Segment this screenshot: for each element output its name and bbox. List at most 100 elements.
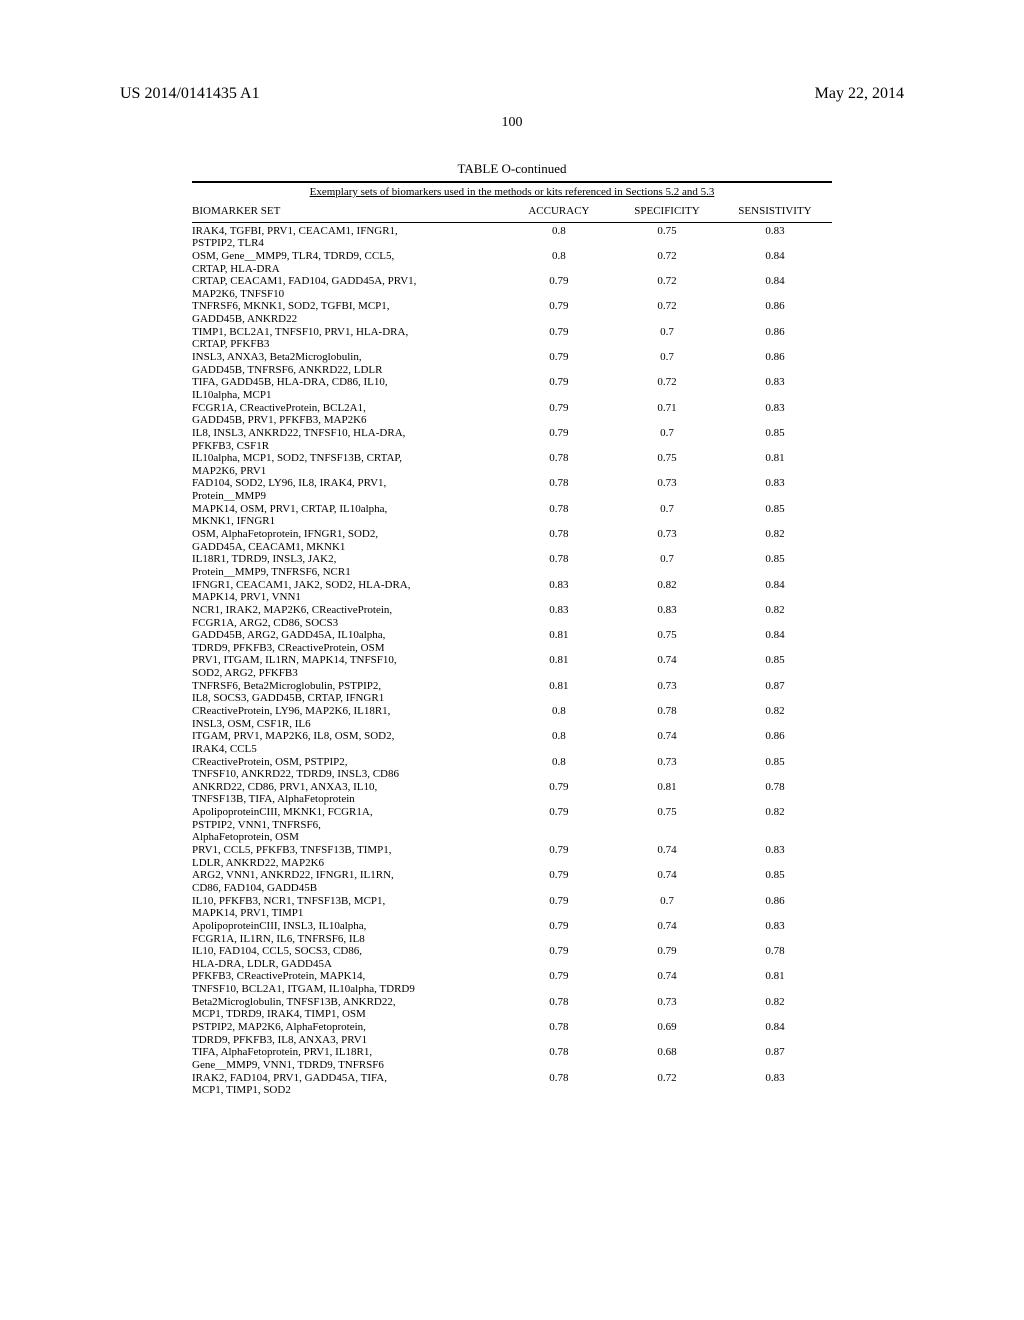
cell-sensitivity: [724, 288, 832, 301]
cell-specificity: [616, 1008, 724, 1021]
cell-specificity: 0.83: [616, 604, 724, 617]
cell-biomarker-set: PRV1, CCL5, PFKFB3, TNFSF13B, TIMP1,: [192, 844, 508, 857]
cell-biomarker-set: IL10alpha, MCP1, SOD2, TNFSF13B, CRTAP,: [192, 452, 508, 465]
table-row: PFKFB3, CReactiveProtein, MAPK14,0.790.7…: [192, 970, 832, 983]
table-row: TIFA, GADD45B, HLA-DRA, CD86, IL10,0.790…: [192, 376, 832, 389]
cell-specificity: [616, 440, 724, 453]
cell-biomarker-set: IL10, PFKFB3, NCR1, TNFSF13B, MCP1,: [192, 895, 508, 908]
cell-accuracy: [508, 793, 616, 806]
cell-accuracy: 0.79: [508, 869, 616, 882]
cell-specificity: [616, 743, 724, 756]
table-row: PRV1, CCL5, PFKFB3, TNFSF13B, TIMP1,0.79…: [192, 844, 832, 857]
cell-accuracy: 0.79: [508, 781, 616, 794]
cell-specificity: [616, 882, 724, 895]
table-row: INSL3, ANXA3, Beta2Microglobulin,0.790.7…: [192, 351, 832, 364]
table-row: ARG2, VNN1, ANKRD22, IFNGR1, IL1RN,0.790…: [192, 869, 832, 882]
table-row: Protein__MMP9: [192, 490, 832, 503]
cell-sensitivity: [724, 338, 832, 351]
cell-sensitivity: 0.82: [724, 996, 832, 1009]
cell-sensitivity: [724, 389, 832, 402]
table-row: IL8, INSL3, ANKRD22, TNFSF10, HLA-DRA,0.…: [192, 427, 832, 440]
cell-specificity: [616, 591, 724, 604]
cell-accuracy: [508, 237, 616, 250]
cell-accuracy: [508, 882, 616, 895]
cell-sensitivity: [724, 313, 832, 326]
cell-specificity: 0.68: [616, 1046, 724, 1059]
cell-biomarker-set: Protein__MMP9: [192, 490, 508, 503]
table-row: OSM, Gene__MMP9, TLR4, TDRD9, CCL5,0.80.…: [192, 250, 832, 263]
cell-accuracy: 0.78: [508, 503, 616, 516]
cell-sensitivity: 0.78: [724, 945, 832, 958]
cell-specificity: [616, 541, 724, 554]
cell-accuracy: [508, 667, 616, 680]
table-row: MAPK14, PRV1, VNN1: [192, 591, 832, 604]
cell-accuracy: [508, 1008, 616, 1021]
cell-biomarker-set: TIFA, GADD45B, HLA-DRA, CD86, IL10,: [192, 376, 508, 389]
cell-specificity: 0.74: [616, 920, 724, 933]
cell-sensitivity: 0.83: [724, 844, 832, 857]
cell-biomarker-set: TNFSF10, BCL2A1, ITGAM, IL10alpha, TDRD9: [192, 983, 508, 996]
cell-biomarker-set: NCR1, IRAK2, MAP2K6, CReactiveProtein,: [192, 604, 508, 617]
cell-biomarker-set: FCGR1A, ARG2, CD86, SOCS3: [192, 617, 508, 630]
cell-sensitivity: 0.85: [724, 553, 832, 566]
cell-accuracy: [508, 958, 616, 971]
cell-sensitivity: 0.83: [724, 477, 832, 490]
table-row: SOD2, ARG2, PFKFB3: [192, 667, 832, 680]
table-row: TIFA, AlphaFetoprotein, PRV1, IL18R1,0.7…: [192, 1046, 832, 1059]
cell-specificity: 0.7: [616, 351, 724, 364]
cell-sensitivity: 0.87: [724, 680, 832, 693]
cell-accuracy: [508, 591, 616, 604]
cell-sensitivity: [724, 566, 832, 579]
cell-sensitivity: [724, 718, 832, 731]
cell-accuracy: 0.8: [508, 756, 616, 769]
cell-sensitivity: [724, 541, 832, 554]
cell-sensitivity: 0.82: [724, 806, 832, 819]
table-row: IL10, FAD104, CCL5, SOCS3, CD86,0.790.79…: [192, 945, 832, 958]
cell-specificity: 0.7: [616, 503, 724, 516]
cell-sensitivity: [724, 768, 832, 781]
cell-sensitivity: [724, 692, 832, 705]
cell-biomarker-set: ANKRD22, CD86, PRV1, ANXA3, IL10,: [192, 781, 508, 794]
table-row: PFKFB3, CSF1R: [192, 440, 832, 453]
cell-specificity: 0.7: [616, 427, 724, 440]
cell-accuracy: 0.78: [508, 1046, 616, 1059]
cell-sensitivity: 0.86: [724, 300, 832, 313]
cell-biomarker-set: CReactiveProtein, LY96, MAP2K6, IL18R1,: [192, 705, 508, 718]
cell-biomarker-set: INSL3, ANXA3, Beta2Microglobulin,: [192, 351, 508, 364]
cell-specificity: 0.73: [616, 528, 724, 541]
cell-accuracy: [508, 364, 616, 377]
cell-specificity: [616, 414, 724, 427]
cell-accuracy: [508, 617, 616, 630]
cell-biomarker-set: MAP2K6, PRV1: [192, 465, 508, 478]
cell-sensitivity: 0.87: [724, 1046, 832, 1059]
cell-sensitivity: [724, 364, 832, 377]
col-biomarker-set: BIOMARKER SET: [192, 201, 508, 222]
cell-biomarker-set: GADD45A, CEACAM1, MKNK1: [192, 541, 508, 554]
cell-biomarker-set: FCGR1A, CReactiveProtein, BCL2A1,: [192, 402, 508, 415]
cell-specificity: [616, 718, 724, 731]
cell-specificity: [616, 515, 724, 528]
cell-sensitivity: [724, 237, 832, 250]
cell-biomarker-set: TNFSF13B, TIFA, AlphaFetoprotein: [192, 793, 508, 806]
table-row: IL8, SOCS3, GADD45B, CRTAP, IFNGR1: [192, 692, 832, 705]
table-row: AlphaFetoprotein, OSM: [192, 831, 832, 844]
cell-accuracy: [508, 263, 616, 276]
cell-accuracy: [508, 718, 616, 731]
cell-accuracy: [508, 541, 616, 554]
table-row: TNFSF13B, TIFA, AlphaFetoprotein: [192, 793, 832, 806]
cell-accuracy: 0.8: [508, 225, 616, 238]
table-row: MAP2K6, TNFSF10: [192, 288, 832, 301]
cell-biomarker-set: IL10, FAD104, CCL5, SOCS3, CD86,: [192, 945, 508, 958]
cell-sensitivity: [724, 958, 832, 971]
cell-specificity: [616, 364, 724, 377]
table-row: CRTAP, CEACAM1, FAD104, GADD45A, PRV1,0.…: [192, 275, 832, 288]
cell-biomarker-set: IFNGR1, CEACAM1, JAK2, SOD2, HLA-DRA,: [192, 579, 508, 592]
table-row: PRV1, ITGAM, IL1RN, MAPK14, TNFSF10,0.81…: [192, 654, 832, 667]
cell-specificity: 0.74: [616, 869, 724, 882]
cell-sensitivity: [724, 591, 832, 604]
table-row: ANKRD22, CD86, PRV1, ANXA3, IL10,0.790.8…: [192, 781, 832, 794]
cell-accuracy: 0.83: [508, 579, 616, 592]
cell-accuracy: [508, 1059, 616, 1072]
cell-sensitivity: [724, 1034, 832, 1047]
cell-sensitivity: 0.78: [724, 781, 832, 794]
